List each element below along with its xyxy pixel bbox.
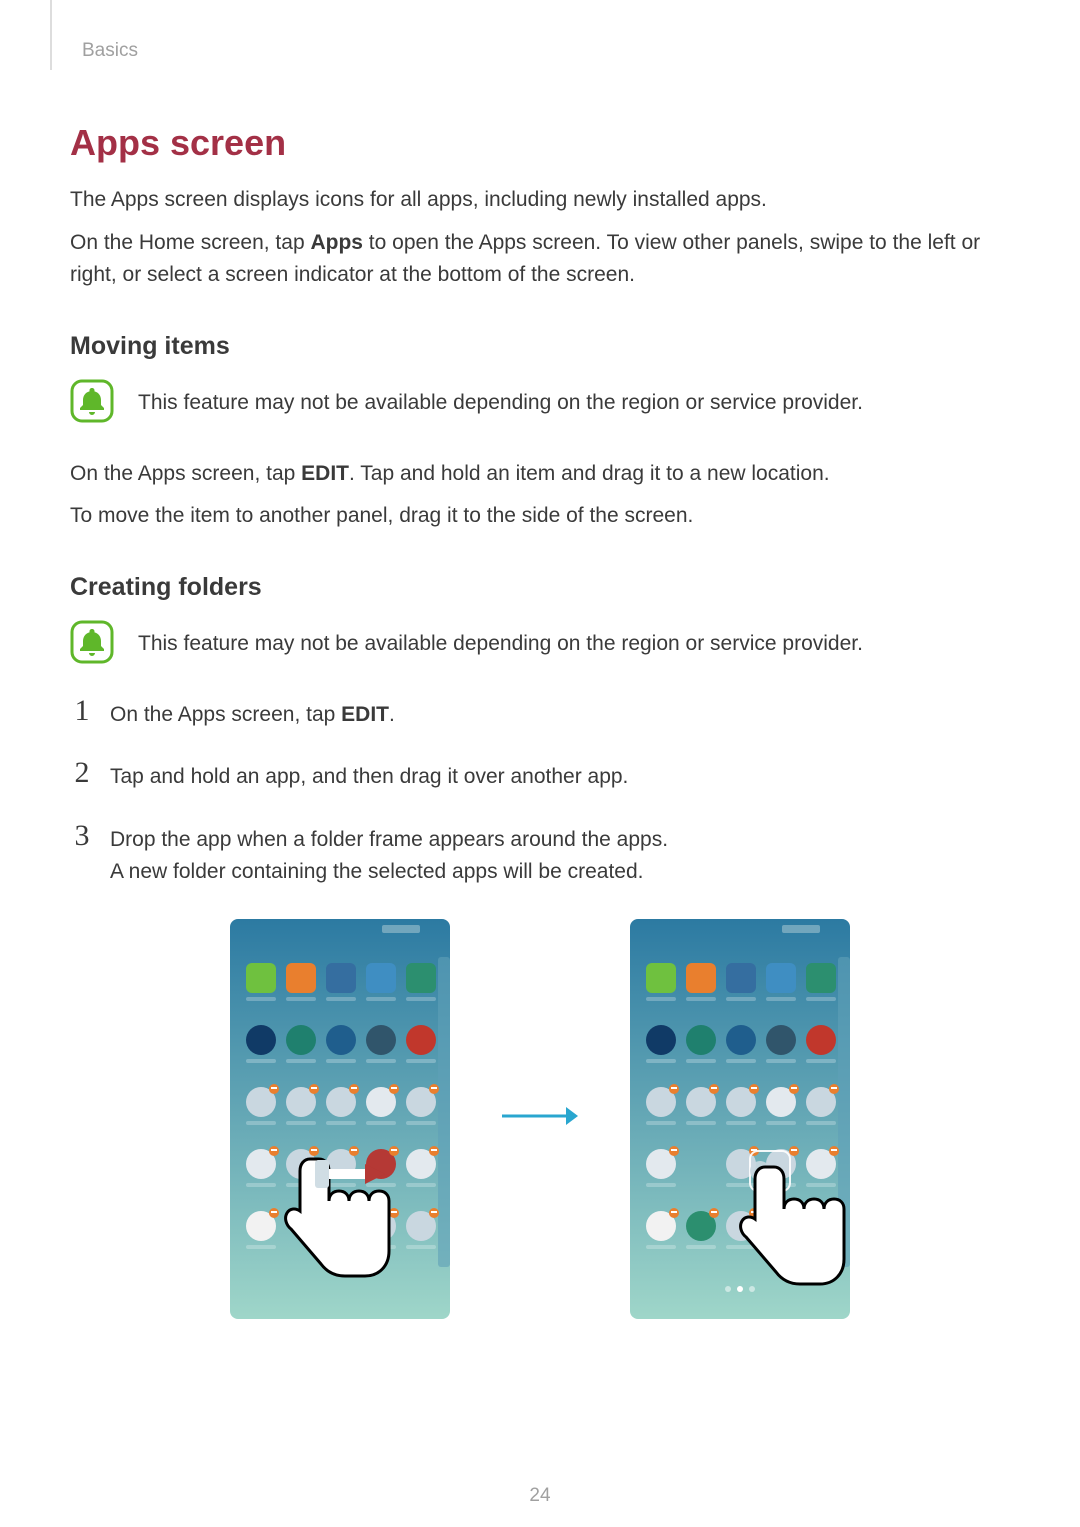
heading-creating-folders: Creating folders [70, 573, 1010, 602]
step-1: 1 On the Apps screen, tap EDIT. [70, 699, 1010, 732]
phone-svg-before [230, 919, 450, 1319]
screenshot-after [630, 919, 850, 1319]
step-text-line2: A new folder containing the selected app… [110, 860, 644, 883]
margin-rule [50, 0, 52, 70]
step-text: On the Apps screen, tap EDIT. [110, 699, 395, 732]
step-number: 2 [70, 758, 94, 788]
text-pre: On the Apps screen, tap [70, 462, 301, 485]
page-title: Apps screen [70, 122, 1010, 164]
intro-para-2: On the Home screen, tap Apps to open the… [70, 227, 1010, 292]
phone-svg-after [630, 919, 850, 1319]
note-text: This feature may not be available depend… [138, 628, 863, 660]
manual-page: Basics Apps screen The Apps screen displ… [0, 0, 1080, 1527]
text-pre: On the Home screen, tap [70, 231, 310, 254]
text-bold: EDIT [341, 703, 389, 726]
step-number: 3 [70, 821, 94, 851]
steps-list: 1 On the Apps screen, tap EDIT. 2 Tap an… [70, 699, 1010, 889]
text-pre: On the Apps screen, tap [110, 703, 341, 726]
note-moving: This feature may not be available depend… [70, 379, 1010, 428]
step-2: 2 Tap and hold an app, and then drag it … [70, 761, 1010, 794]
text-bold: EDIT [301, 462, 349, 485]
step-text-line1: Drop the app when a folder frame appears… [110, 828, 668, 851]
step-3: 3 Drop the app when a folder frame appea… [70, 824, 1010, 889]
screenshot-before [230, 919, 450, 1319]
bell-icon [70, 379, 114, 428]
note-text: This feature may not be available depend… [138, 387, 863, 419]
heading-moving-items: Moving items [70, 332, 1010, 361]
breadcrumb: Basics [82, 40, 1010, 62]
text-post: . [389, 703, 395, 726]
figure-row [70, 919, 1010, 1319]
bell-icon [70, 620, 114, 669]
step-number: 1 [70, 696, 94, 726]
intro-para-1: The Apps screen displays icons for all a… [70, 184, 1010, 217]
page-number: 24 [0, 1485, 1080, 1507]
moving-para-1: On the Apps screen, tap EDIT. Tap and ho… [70, 458, 1010, 491]
arrow-icon [500, 1101, 580, 1136]
note-folders: This feature may not be available depend… [70, 620, 1010, 669]
moving-para-2: To move the item to another panel, drag … [70, 500, 1010, 533]
text-post: . Tap and hold an item and drag it to a … [349, 462, 830, 485]
step-text: Drop the app when a folder frame appears… [110, 824, 668, 889]
text-bold: Apps [310, 231, 363, 254]
step-text: Tap and hold an app, and then drag it ov… [110, 761, 628, 794]
